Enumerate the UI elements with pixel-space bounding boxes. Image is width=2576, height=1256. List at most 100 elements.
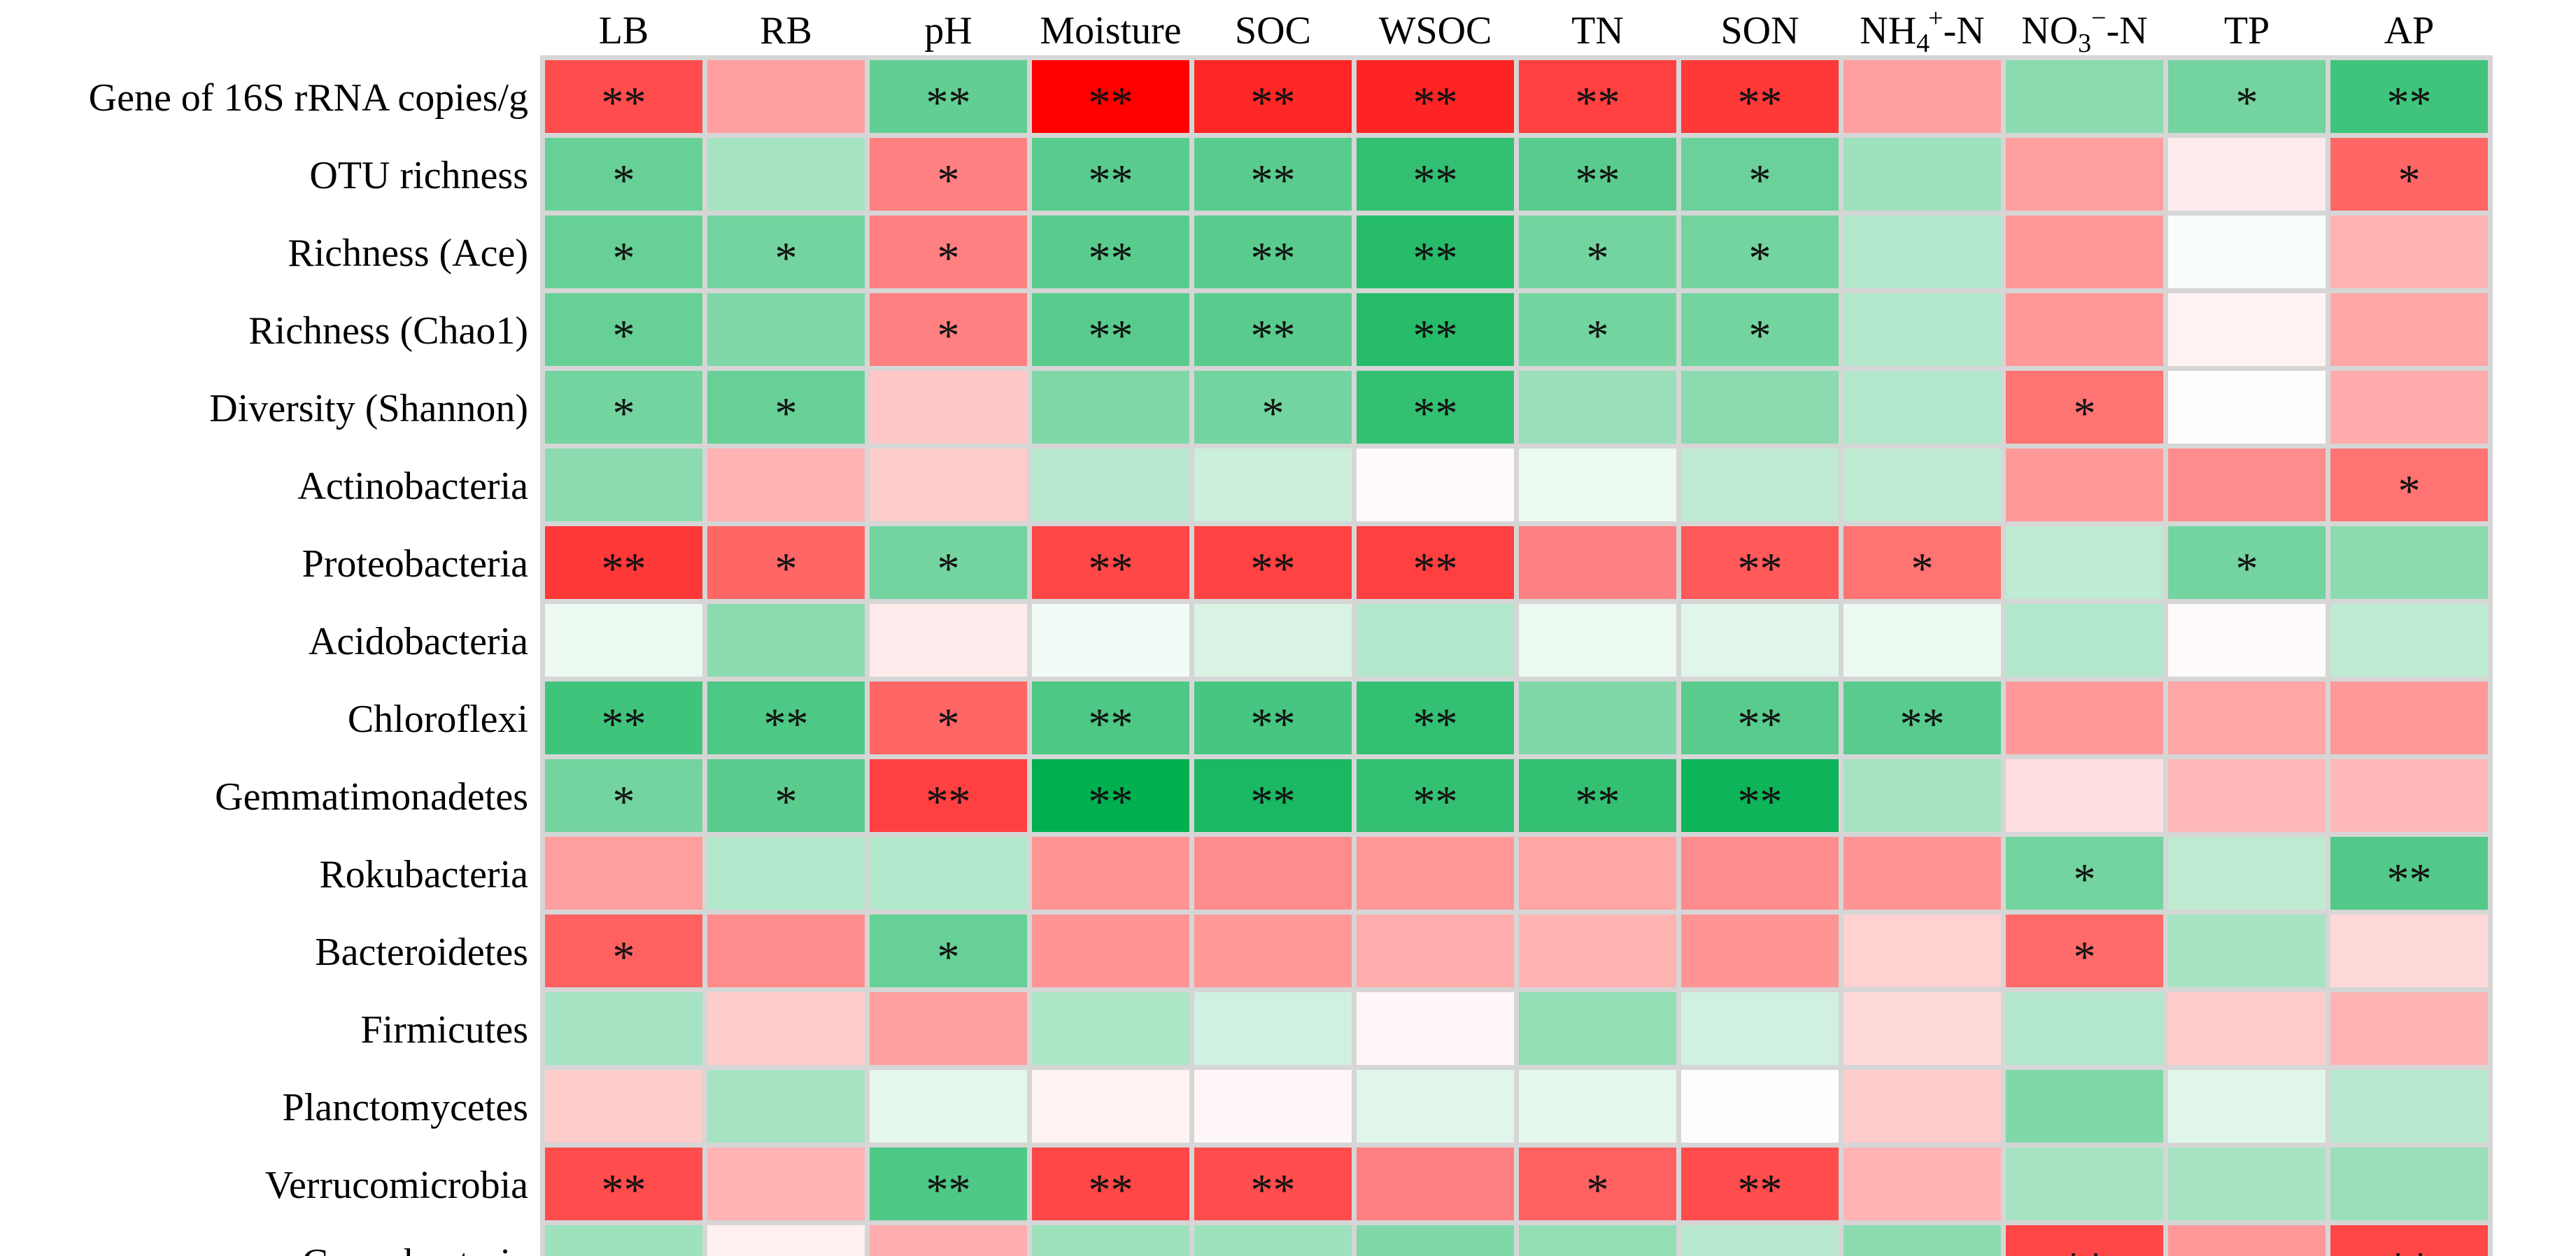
heatmap-cell-cyanobacteria-ph <box>870 1225 1027 1256</box>
column-label-no3-n: NO3−-N <box>2021 3 2147 58</box>
heatmap-cell-richness-chao1-soc <box>1194 293 1352 366</box>
significance-marks: ** ** ** ** ** ** ** * *** * ** ** ** ** * ** * * ** ** ** * *… <box>602 78 2432 1256</box>
heatmap-cell-bacteroidetes-wsoc <box>1357 915 1514 987</box>
column-label-lb: LB <box>599 9 649 52</box>
significance-mark: * <box>1911 544 1934 593</box>
heatmap-cell-richness-ace-soc <box>1194 216 1352 288</box>
heatmap-cell-richness-ace-lb <box>545 216 702 288</box>
heatmap-cell-richness-ace-no3-n <box>2006 216 2163 288</box>
row-label-planctomycetes: Planctomycetes <box>283 1086 528 1129</box>
significance-mark: * <box>775 233 798 283</box>
heatmap-cell-actinobacteria-rb <box>707 449 865 521</box>
significance-mark: ** <box>1413 777 1458 826</box>
heatmap-cell-proteobacteria-ap <box>2330 526 2488 599</box>
heatmap-cell-diversity-shannon-tp <box>2168 371 2326 444</box>
heatmap-cell-proteobacteria-moisture <box>1032 526 1189 599</box>
significance-mark: * <box>937 544 960 593</box>
heatmap-cell-chloroflexi-moisture <box>1032 682 1189 754</box>
significance-mark: ** <box>602 78 646 127</box>
heatmap-cell-proteobacteria-rb <box>707 526 865 599</box>
row-label-richness-ace: Richness (Ace) <box>288 232 528 275</box>
significance-mark: ** <box>1900 699 1945 749</box>
heatmap-cell-cyanobacteria-soc <box>1194 1225 1352 1256</box>
heatmap-cell-actinobacteria-nh4-n <box>1843 449 2001 521</box>
significance-mark: * <box>1262 388 1285 438</box>
significance-mark: ** <box>1738 777 1783 826</box>
heatmap-cell-firmicutes-ap <box>2330 992 2488 1065</box>
heatmap-cell-diversity-shannon-ph <box>870 371 1027 444</box>
heatmap-cell-verrucomicrobia-son <box>1681 1148 1839 1220</box>
significance-mark: ** <box>1089 155 1133 205</box>
heatmap-cell-cyanobacteria-no3-n <box>2006 1225 2163 1256</box>
heatmap-cell-proteobacteria-tn <box>1519 526 1676 599</box>
significance-mark: ** <box>1413 699 1458 749</box>
heatmap-cell-actinobacteria-no3-n <box>2006 449 2163 521</box>
heatmap-cell-richness-ace-son <box>1681 216 1839 288</box>
heatmap-cell-firmicutes-rb <box>707 992 865 1065</box>
heatmap-cell-cyanobacteria-lb <box>545 1225 702 1256</box>
heatmap-cell-otu-richness-soc <box>1194 138 1352 211</box>
significance-mark: * <box>613 777 635 826</box>
significance-mark: ** <box>926 1165 971 1215</box>
significance-mark: * <box>1749 233 1771 283</box>
heatmap-cell-acidobacteria-moisture <box>1032 604 1189 677</box>
heatmap-cell-gemmatimonadetes-ph <box>870 759 1027 832</box>
column-label-wsoc: WSOC <box>1379 9 1492 52</box>
significance-mark: * <box>613 233 635 283</box>
heatmap-cell-gene-of-16s-rrna-copies-g-nh4-n <box>1843 60 2001 133</box>
heatmap-cell-rokubacteria-wsoc <box>1357 837 1514 910</box>
heatmap-cell-diversity-shannon-son <box>1681 371 1839 444</box>
column-label-ap: AP <box>2384 9 2435 52</box>
significance-mark: ** <box>1413 311 1458 360</box>
heatmap-cell-rokubacteria-ph <box>870 837 1027 910</box>
heatmap-cell-gemmatimonadetes-tn <box>1519 759 1676 832</box>
row-label-richness-chao1: Richness (Chao1) <box>248 309 528 353</box>
heatmap-cell-otu-richness-moisture <box>1032 138 1189 211</box>
heatmap-cell-planctomycetes-no3-n <box>2006 1070 2163 1143</box>
significance-mark: * <box>775 777 798 826</box>
heatmap-cell-richness-chao1-lb <box>545 293 702 366</box>
significance-mark: ** <box>2387 854 2432 904</box>
heatmap-cell-firmicutes-no3-n <box>2006 992 2163 1065</box>
heatmap-cell-diversity-shannon-ap <box>2330 371 2488 444</box>
heatmap-cell-firmicutes-tn <box>1519 992 1676 1065</box>
heatmap-cell-gemmatimonadetes-ap <box>2330 759 2488 832</box>
heatmap-cell-richness-ace-tp <box>2168 216 2326 288</box>
significance-mark: * <box>2074 932 2096 982</box>
row-label-bacteroidetes: Bacteroidetes <box>315 931 528 974</box>
heatmap-cell-richness-chao1-ap <box>2330 293 2488 366</box>
significance-mark: * <box>613 155 635 205</box>
heatmap-cell-firmicutes-tp <box>2168 992 2326 1065</box>
column-labels: LB RB pH Moisture SOC WSOC TN SON NH4+-N NO3−-N TP… <box>599 3 2435 58</box>
heatmap-cell-gene-of-16s-rrna-copies-g-rb <box>707 60 865 133</box>
heatmap-cell-otu-richness-tp <box>2168 138 2326 211</box>
significance-mark: ** <box>1413 388 1458 438</box>
heatmap-cell-chloroflexi-ph <box>870 682 1027 754</box>
column-label-tp: TP <box>2224 9 2270 52</box>
heatmap-cell-rokubacteria-lb <box>545 837 702 910</box>
heatmap-cell-actinobacteria-ap <box>2330 449 2488 521</box>
heatmap-cell-otu-richness-nh4-n <box>1843 138 2001 211</box>
significance-mark: ** <box>1576 777 1620 826</box>
significance-mark: * <box>937 699 960 749</box>
heatmap-cell-rokubacteria-no3-n <box>2006 837 2163 910</box>
heatmap-cell-diversity-shannon-no3-n <box>2006 371 2163 444</box>
heatmap-cell-chloroflexi-wsoc <box>1357 682 1514 754</box>
row-label-chloroflexi: Chloroflexi <box>348 698 528 741</box>
heatmap-cell-planctomycetes-nh4-n <box>1843 1070 2001 1143</box>
significance-mark: ** <box>1251 233 1296 283</box>
heatmap-cell-proteobacteria-nh4-n <box>1843 526 2001 599</box>
significance-mark: * <box>937 233 960 283</box>
significance-mark: * <box>775 544 798 593</box>
heatmap-cell-rokubacteria-moisture <box>1032 837 1189 910</box>
heatmap-cell-gene-of-16s-rrna-copies-g-ph <box>870 60 1027 133</box>
significance-mark: ** <box>1413 155 1458 205</box>
significance-mark: ** <box>1576 78 1620 127</box>
heatmap-cell-gene-of-16s-rrna-copies-g-moisture <box>1032 60 1189 133</box>
heatmap-cell-verrucomicrobia-wsoc <box>1357 1148 1514 1220</box>
heatmap-cell-gene-of-16s-rrna-copies-g-tn <box>1519 60 1676 133</box>
significance-mark: ** <box>602 544 646 593</box>
heatmap-cell-planctomycetes-tn <box>1519 1070 1676 1143</box>
significance-mark: ** <box>2062 1243 2107 1256</box>
